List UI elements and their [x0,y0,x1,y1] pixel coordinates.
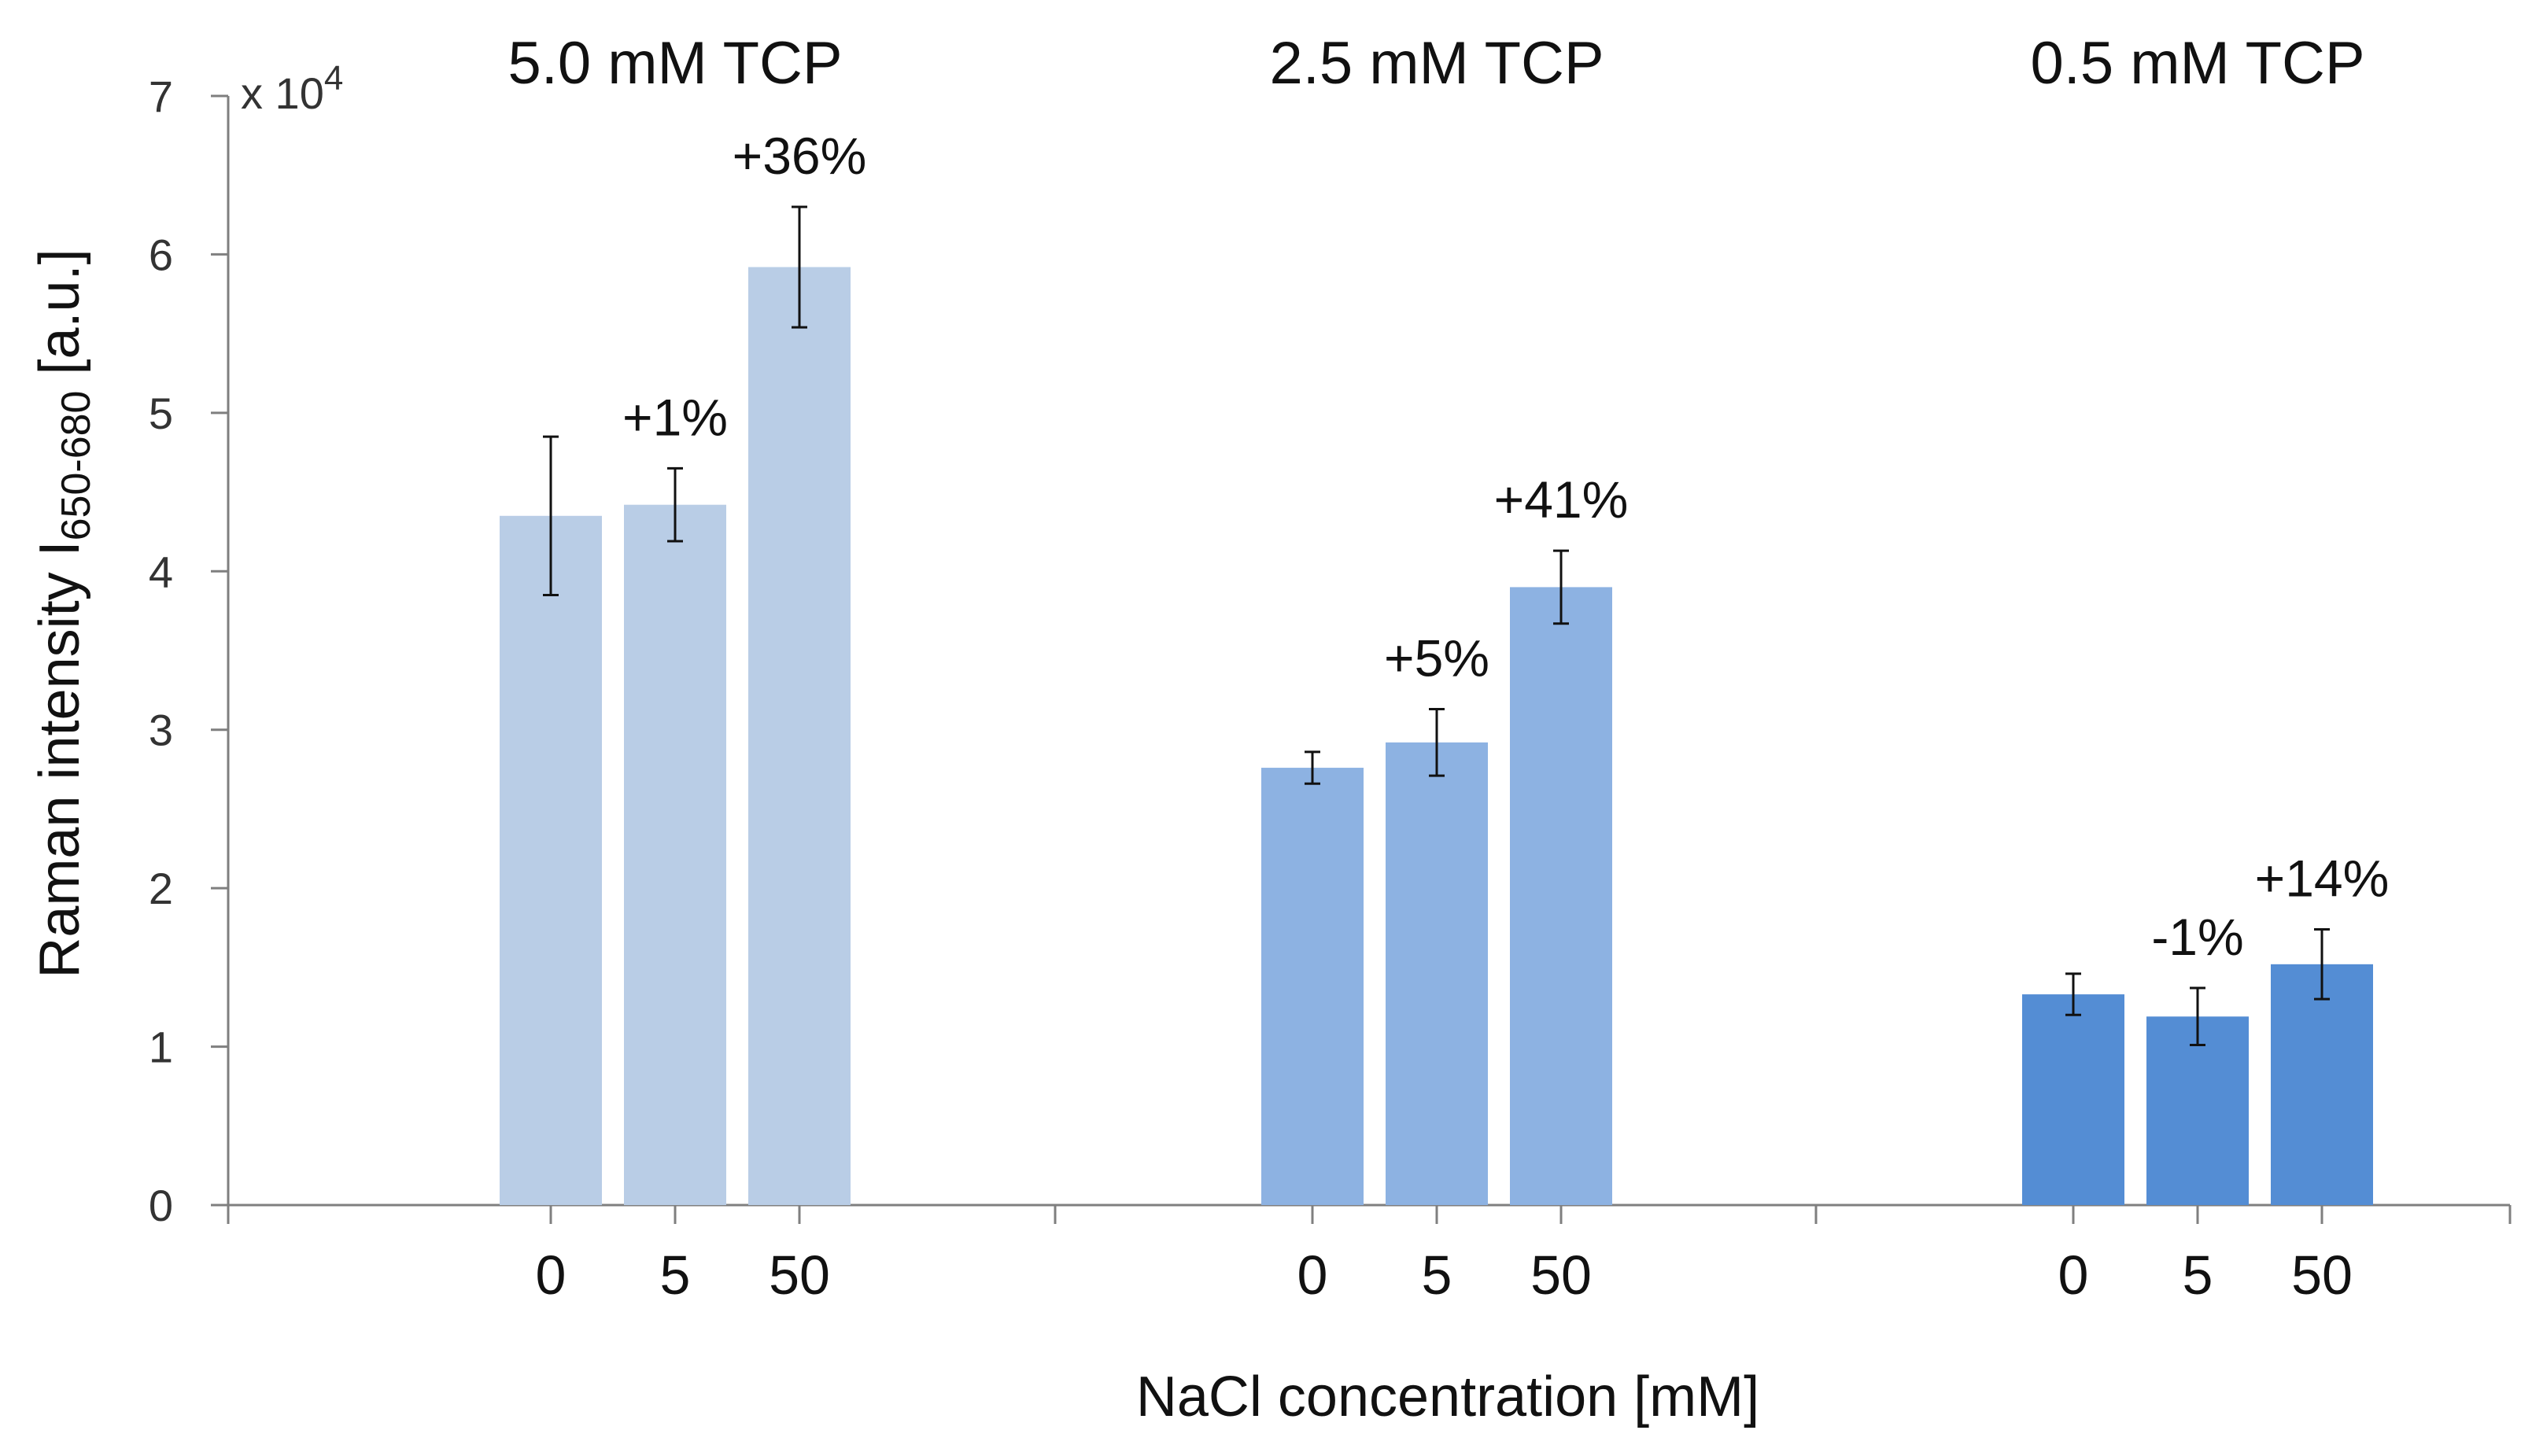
bar [2146,1016,2249,1205]
y-tick-label: 7 [149,72,173,121]
y-tick-label: 4 [149,547,173,596]
data-label: +14% [2255,850,2390,908]
x-tick-label: 50 [2291,1244,2353,1306]
y-tick-label: 1 [149,1023,173,1072]
bar [1510,587,1612,1205]
x-tick-label: 5 [1422,1244,1452,1306]
data-label: -1% [2151,908,2243,966]
bar [748,267,851,1205]
bar [1386,742,1488,1205]
x-tick-label: 50 [1530,1244,1592,1306]
bar [1261,768,1364,1205]
y-multiplier-base: x 10 [241,68,324,118]
y-tick-label: 5 [149,389,173,438]
y-axis-title-unit: [a.u.] [28,249,91,390]
bar [2022,994,2124,1205]
y-axis-title-subscript: 650-680 [54,391,99,541]
data-label: +1% [622,388,728,446]
y-tick-label: 2 [149,864,173,913]
y-tick-label: 3 [149,706,173,755]
data-label: +36% [733,127,867,185]
x-tick-label: 50 [769,1244,830,1306]
y-tick-label: 6 [149,230,173,279]
bar [624,504,726,1205]
y-multiplier-exponent: 4 [324,59,343,98]
x-axis-title: NaCl concentration [mM] [1136,1366,1759,1428]
y-axis-title-main: Raman intensity I [28,540,91,978]
group-title: 0.5 mM TCP [2030,30,2364,97]
bar [500,515,602,1205]
x-tick-label: 5 [2183,1244,2213,1306]
y-axis-title: Raman intensity I650-680 [a.u.] [28,249,99,978]
group-title: 5.0 mM TCP [508,30,842,97]
group-title: 2.5 mM TCP [1269,30,1604,97]
data-label: +41% [1494,470,1629,529]
bar [2271,964,2373,1205]
data-label: +5% [1384,629,1489,687]
y-tick-label: 0 [149,1181,173,1230]
x-tick-label: 5 [660,1244,691,1306]
x-tick-label: 0 [2058,1244,2089,1306]
x-tick-label: 0 [1297,1244,1328,1306]
y-multiplier-label: x 104 [241,59,343,118]
x-tick-label: 0 [536,1244,567,1306]
